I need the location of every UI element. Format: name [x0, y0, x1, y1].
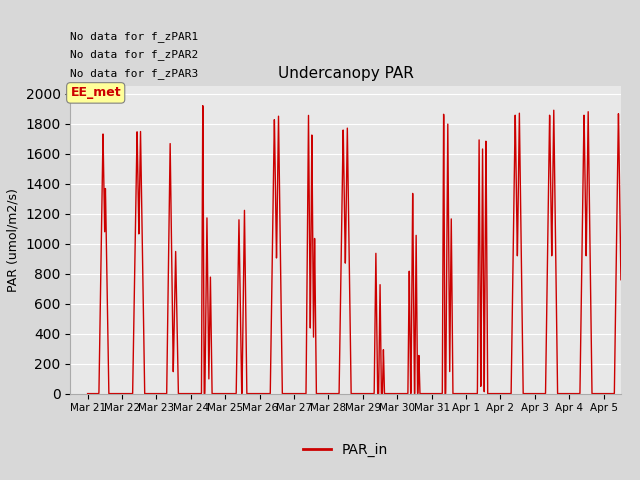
- Legend: PAR_in: PAR_in: [298, 437, 394, 463]
- Text: No data for f_zPAR2: No data for f_zPAR2: [70, 49, 198, 60]
- Title: Undercanopy PAR: Undercanopy PAR: [278, 66, 413, 81]
- Text: No data for f_zPAR3: No data for f_zPAR3: [70, 68, 198, 79]
- Text: No data for f_zPAR1: No data for f_zPAR1: [70, 31, 198, 42]
- Y-axis label: PAR (umol/m2/s): PAR (umol/m2/s): [7, 188, 20, 292]
- Text: EE_met: EE_met: [70, 86, 121, 99]
